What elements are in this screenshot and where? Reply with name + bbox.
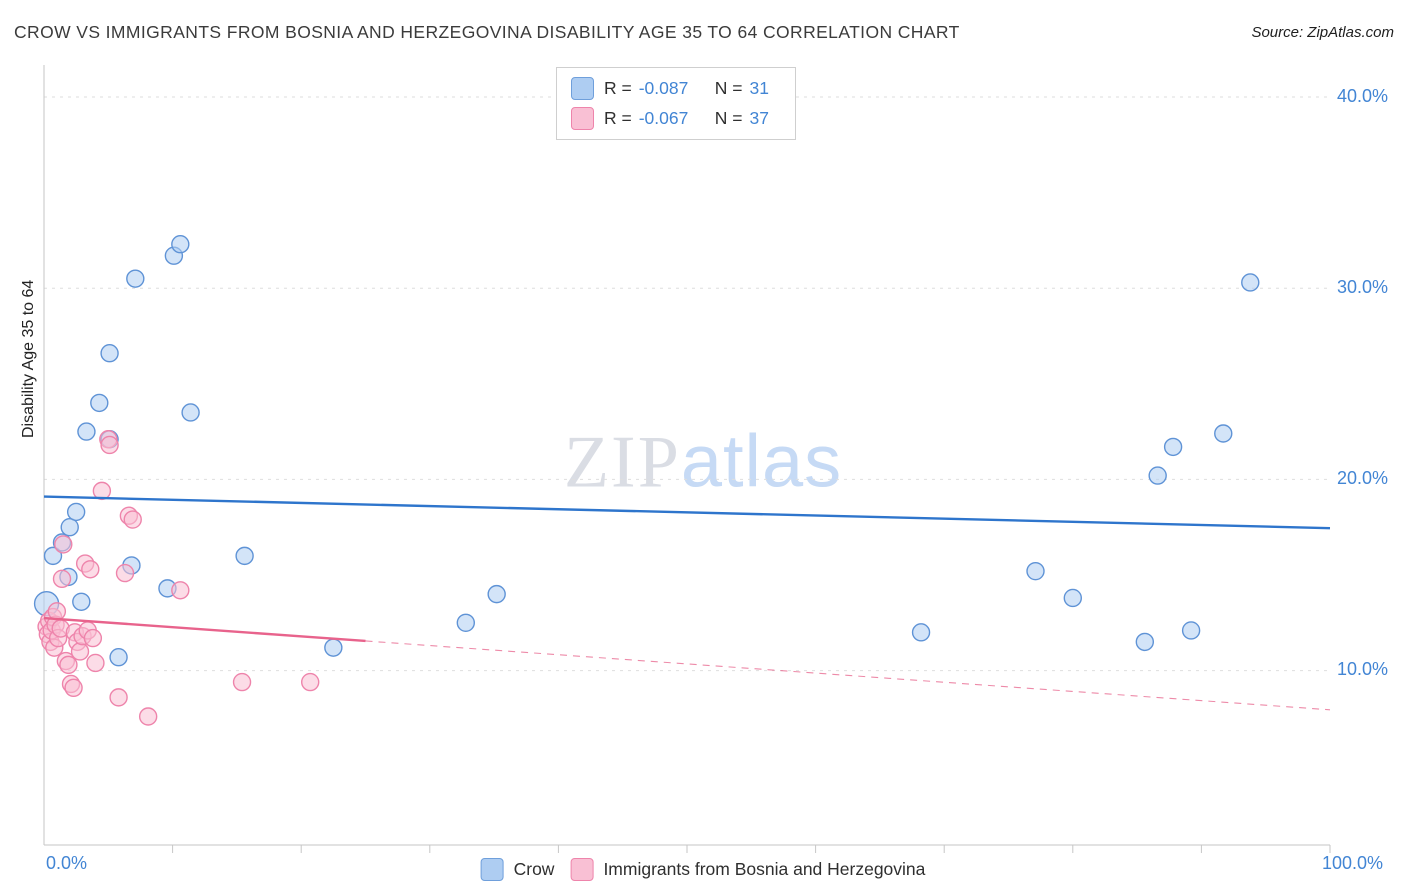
crow-point xyxy=(66,502,86,522)
crow-swatch xyxy=(571,77,594,100)
crow-trendline xyxy=(43,495,1331,530)
y-tick-10: 10.0% xyxy=(1337,659,1389,679)
crow-point xyxy=(1148,466,1167,485)
crow-point xyxy=(1026,561,1045,581)
legend-item-crow: Crow xyxy=(480,858,555,881)
bosnia-trendline xyxy=(43,616,366,643)
crow-point xyxy=(456,613,476,632)
crow-point xyxy=(1181,621,1201,640)
series-legend: Crow Immigrants from Bosnia and Herzegov… xyxy=(474,856,932,883)
crow-point xyxy=(911,623,931,642)
bosnia-point xyxy=(52,569,72,589)
crow-point xyxy=(1135,632,1155,652)
bosnia-point xyxy=(83,628,103,648)
crow-r-label: R = xyxy=(604,78,632,98)
crow-legend-label: Crow xyxy=(513,859,555,879)
bosnia-n-value: 37 xyxy=(749,108,769,128)
bosnia-point xyxy=(47,602,67,621)
crow-point xyxy=(60,518,79,537)
x-max-label: 100.0% xyxy=(1322,853,1384,873)
bosnia-n-label: N = xyxy=(714,108,743,128)
bosnia-point xyxy=(301,672,320,692)
bosnia-point xyxy=(138,707,158,726)
correlation-stats-legend: R = -0.087 N = 31 R = -0.067 N = 37 xyxy=(556,67,797,140)
bosnia-point xyxy=(70,642,90,661)
bosnia-legend-swatch xyxy=(570,858,594,881)
crow-point xyxy=(100,344,119,363)
bosnia-swatch xyxy=(571,107,594,130)
watermark-atlas-text: atlas xyxy=(680,419,843,503)
crow-point xyxy=(1063,588,1083,608)
crow-r-value: -0.087 xyxy=(638,78,689,98)
y-tick-40: 40.0% xyxy=(1337,86,1389,106)
x-min-label: 0.0% xyxy=(46,853,88,873)
crow-point xyxy=(324,638,343,657)
crow-point xyxy=(1163,437,1183,457)
bosnia-point xyxy=(232,672,252,692)
crow-point xyxy=(487,584,506,604)
bosnia-point xyxy=(115,563,135,583)
crow-point xyxy=(109,648,128,667)
bosnia-legend-label: Immigrants from Bosnia and Herzegovina xyxy=(603,859,926,879)
crow-point xyxy=(181,403,200,422)
watermark-zip-text: ZIP xyxy=(563,421,681,504)
legend-item-bosnia: Immigrants from Bosnia and Herzegovina xyxy=(570,858,925,881)
bosnia-trendline-extension xyxy=(365,640,1331,711)
bosnia-point xyxy=(54,535,73,554)
bosnia-point xyxy=(59,655,78,675)
crow-point xyxy=(77,422,96,441)
bosnia-point xyxy=(86,653,105,673)
zipatlas-watermark: ZIPatlas xyxy=(564,419,842,506)
y-axis-title: Disability Age 35 to 64 xyxy=(20,279,37,438)
crow-point xyxy=(1214,424,1233,443)
bosnia-point xyxy=(100,435,119,455)
legend-row-bosnia: R = -0.067 N = 37 xyxy=(571,107,779,130)
bosnia-point xyxy=(64,678,83,698)
crow-point xyxy=(1241,273,1260,292)
page-title: CROW VS IMMIGRANTS FROM BOSNIA AND HERZE… xyxy=(14,22,960,42)
bosnia-r-label: R = xyxy=(604,108,632,128)
source-attribution: Source: ZipAtlas.com xyxy=(1251,24,1394,41)
bosnia-point xyxy=(81,560,100,579)
y-tick-20: 20.0% xyxy=(1337,468,1389,488)
crow-point xyxy=(126,269,145,288)
crow-point xyxy=(235,546,254,566)
crow-point xyxy=(90,393,109,413)
crow-point xyxy=(43,546,63,566)
crow-n-value: 31 xyxy=(749,78,769,98)
bosnia-r-value: -0.067 xyxy=(638,108,689,128)
bosnia-point xyxy=(123,510,142,529)
crow-legend-swatch xyxy=(480,858,504,881)
bosnia-point xyxy=(109,688,128,707)
crow-n-label: N = xyxy=(714,78,743,98)
bosnia-point xyxy=(92,481,112,501)
crow-point xyxy=(171,235,190,254)
y-tick-30: 30.0% xyxy=(1337,277,1389,297)
legend-row-crow: R = -0.087 N = 31 xyxy=(571,77,779,100)
bosnia-point xyxy=(171,581,190,600)
crow-point xyxy=(72,592,91,611)
